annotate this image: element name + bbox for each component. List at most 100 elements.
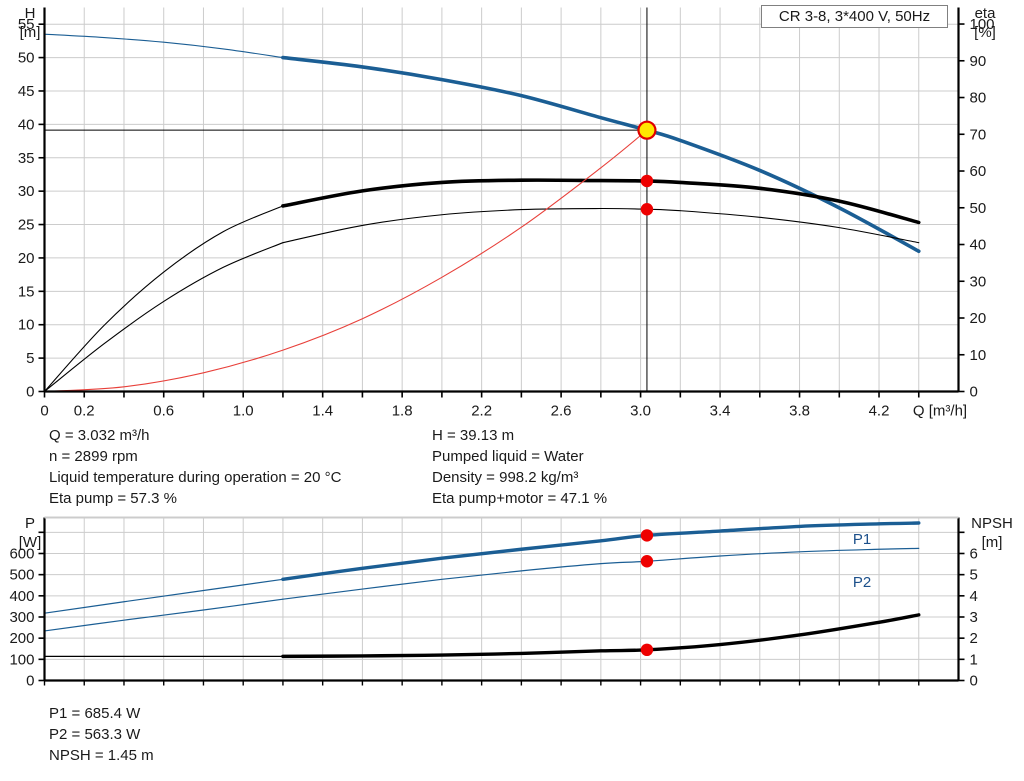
p-axis-unit: [W]	[19, 534, 42, 551]
x-tick-label: 1.4	[312, 403, 333, 420]
p2-duty-dot	[640, 555, 654, 568]
duty-info-left-line-2: Liquid temperature during operation = 20…	[49, 469, 342, 486]
y-left-tick-label: 45	[18, 83, 35, 100]
curve-eta-pump-operating-range	[281, 178, 921, 225]
y-right-tick-label: 20	[970, 310, 987, 327]
y-left-tick-label: 0	[26, 384, 34, 401]
y-right-axis-unit: [%]	[974, 24, 996, 41]
duty-point-marker[interactable]	[637, 120, 657, 140]
y-right-tick-label: 70	[970, 126, 987, 143]
npsh-tick-label: 2	[970, 630, 978, 647]
npsh-tick-label: 0	[970, 673, 978, 690]
duty-info-left-line-1: n = 2899 rpm	[49, 448, 138, 465]
duty-info-left: Q = 3.032 m³/h n = 2899 rpm Liquid tempe…	[49, 425, 341, 509]
p-tick-label: 300	[9, 609, 34, 626]
duty-info-right-line-3: Eta pump+motor = 47.1 %	[432, 490, 608, 507]
bottom-chart: 0 100 200 300 400 500 600 0 1 2 3 4 5 6 P [W] NPSH [m] P1 P…	[9, 515, 1012, 690]
top-chart-axes	[38, 7, 965, 398]
bottom-chart-grid	[44, 517, 959, 681]
top-chart-labels: 0 5 10 15 20 25 30 35 40 45 50 55 0 10 20 30 40 50 60 70 80 9…	[18, 5, 996, 420]
x-tick-label: 3.0	[630, 403, 651, 420]
p2-curve-label: P2	[853, 574, 871, 591]
power-info-line-2: NPSH = 1.45 m	[49, 747, 154, 764]
duty-info-left-line-3: Eta pump = 57.3 %	[49, 490, 177, 507]
top-chart: 0 5 10 15 20 25 30 35 40 45 50 55 0 10 20 30 40 50 60 70 80 9…	[18, 5, 996, 420]
x-tick-label: 2.6	[551, 403, 572, 420]
duty-info-right: H = 39.13 m Pumped liquid = Water Densit…	[432, 425, 607, 509]
y-left-tick-label: 35	[18, 150, 35, 167]
duty-info-right-line-2: Density = 998.2 kg/m³	[432, 469, 579, 486]
x-tick-label: 1.8	[392, 403, 413, 420]
y-right-tick-label: 100	[970, 16, 995, 33]
y-left-tick-label: 30	[18, 183, 35, 200]
curve-head-h-thin-extrapolated	[43, 33, 284, 59]
curve-red-auxiliary-curve	[43, 129, 648, 393]
duty-info-right-line-0: H = 39.13 m	[432, 427, 515, 444]
curve-head-h-operating-range	[281, 55, 921, 254]
y-left-axis-title: H	[25, 5, 36, 22]
y-right-tick-label: 90	[970, 53, 987, 70]
y-right-tick-label: 80	[970, 90, 987, 107]
y-left-tick-label: 25	[18, 217, 35, 234]
x-tick-label: 0	[40, 403, 48, 420]
bottom-chart-curves	[43, 521, 921, 659]
pump-title-box: CR 3-8, 3*400 V, 50Hz	[761, 5, 948, 28]
x-tick-label: 3.4	[710, 403, 731, 420]
duty-info-right-line-1: Pumped liquid = Water	[432, 448, 584, 465]
y-right-tick-label: 10	[970, 347, 987, 364]
y-right-tick-label: 60	[970, 163, 987, 180]
eta-duty-dot	[640, 174, 654, 188]
x-tick-label: 3.8	[789, 403, 810, 420]
y-left-tick-label: 10	[18, 317, 35, 334]
p-tick-label: 500	[9, 567, 34, 584]
npsh-axis-unit: [m]	[982, 534, 1003, 551]
curve-npsh-operating-range	[281, 613, 921, 659]
bottom-chart-labels: 0 100 200 300 400 500 600 0 1 2 3 4 5 6 P [W] NPSH [m] P1 P…	[9, 515, 1012, 690]
y-right-tick-label: 0	[970, 384, 978, 401]
x-tick-label: 0.6	[153, 403, 174, 420]
p1-curve-label: P1	[853, 531, 871, 548]
p-tick-label: 200	[9, 630, 34, 647]
power-info-line-0: P1 = 685.4 W	[49, 705, 141, 722]
p-axis-title: P	[25, 515, 35, 532]
curve-p1-operating-range	[281, 521, 921, 582]
y-left-tick-label: 55	[18, 16, 35, 33]
curve-eta-pump-motor-operating-range	[282, 207, 920, 244]
p-tick-label: 0	[26, 673, 34, 690]
y-right-tick-label: 40	[970, 237, 987, 254]
y-right-axis-title: eta	[975, 5, 997, 22]
x-tick-label: 4.2	[869, 403, 890, 420]
y-left-tick-label: 15	[18, 283, 35, 300]
curve-p2-operating-range	[282, 547, 920, 600]
x-tick-label: 1.0	[233, 403, 254, 420]
x-axis-title: Q [m³/h]	[913, 403, 967, 420]
npsh-tick-label: 1	[970, 651, 978, 668]
power-info-line-1: P2 = 563.3 W	[49, 726, 141, 743]
npsh-tick-label: 5	[970, 567, 978, 584]
pump-title-text: CR 3-8, 3*400 V, 50Hz	[778, 8, 931, 25]
y-right-tick-label: 50	[970, 200, 987, 217]
npsh-tick-label: 4	[970, 588, 978, 605]
curve-p2-thin-extrapolated	[43, 598, 284, 632]
y-left-tick-label: 5	[26, 350, 34, 367]
x-tick-label: 0.2	[74, 403, 95, 420]
y-left-tick-label: 50	[18, 50, 35, 67]
y-left-tick-label: 40	[18, 116, 35, 133]
curve-p1-thin-extrapolated	[43, 578, 284, 614]
power-info-block: P1 = 685.4 W P2 = 563.3 W NPSH = 1.45 m	[49, 703, 154, 766]
x-tick-label: 2.2	[471, 403, 492, 420]
y-right-tick-label: 30	[970, 273, 987, 290]
npsh-duty-dot	[640, 643, 654, 657]
curve-eta-pump-thin-extrapolated	[43, 205, 284, 393]
eta-duty-dot	[640, 203, 654, 216]
npsh-tick-label: 6	[970, 545, 978, 562]
duty-info-left-line-0: Q = 3.032 m³/h	[49, 427, 150, 444]
p1-duty-dot	[640, 529, 654, 542]
npsh-tick-label: 3	[970, 609, 978, 626]
npsh-axis-title: NPSH	[971, 515, 1013, 532]
p-tick-label: 100	[9, 651, 34, 668]
y-left-axis-unit: [m]	[20, 24, 41, 41]
top-chart-curves	[43, 7, 921, 393]
curve-eta-pump-motor-thin-extrapolated	[43, 242, 284, 393]
